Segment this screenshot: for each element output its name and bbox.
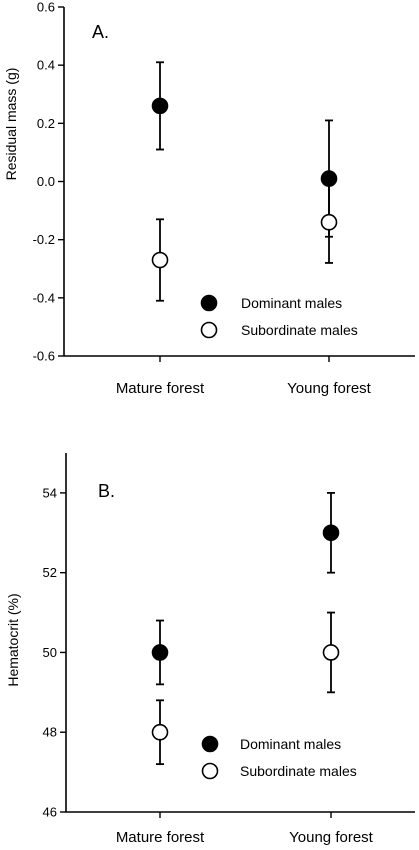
y-tick-label: 0.2 (37, 116, 55, 131)
legend-label-dominant: Dominant males (240, 736, 341, 752)
y-tick-label: 0.6 (37, 0, 55, 15)
data-point-subordinate (151, 251, 169, 269)
y-tick-label: 0.0 (37, 174, 55, 189)
y-tick-label: 0.4 (37, 58, 55, 73)
legend-marker-subordinate (201, 762, 219, 780)
data-point-dominant (151, 97, 169, 115)
legend: Dominant males Subordinate males (201, 735, 357, 780)
legend: Dominant males Subordinate males (200, 294, 358, 339)
panel-a: A. Residual mass (g) 0.6 0.4 0.2 0.0 -0.2 -0.… (3, 0, 415, 397)
y-tick-label: 48 (43, 725, 57, 740)
y-tick-label: 50 (43, 645, 57, 660)
y-ticks: 54 52 50 48 46 Mature forest Young forest (43, 453, 415, 846)
legend-marker-dominant (201, 735, 219, 753)
y-tick-label: 54 (43, 485, 57, 500)
data-point-dominant (151, 644, 169, 661)
y-axis-title: Hematocrit (%) (5, 593, 21, 686)
data-point-dominant (320, 170, 338, 187)
legend-label-dominant: Dominant males (241, 295, 342, 311)
legend-marker-subordinate (200, 321, 218, 339)
data-point-subordinate (320, 213, 338, 231)
data-point-subordinate (322, 644, 340, 661)
x-tick-label: Mature forest (116, 380, 205, 397)
legend-label-subordinate: Subordinate males (240, 763, 357, 779)
y-tick-label: -0.6 (33, 349, 55, 364)
y-axis-title: Residual mass (g) (3, 68, 19, 181)
y-tick-label: 52 (43, 565, 57, 580)
x-tick-label: Mature forest (116, 829, 205, 846)
panel-label: A. (92, 22, 109, 42)
y-tick-label: 46 (43, 805, 57, 820)
x-tick-label: Young forest (287, 380, 372, 397)
y-tick-label: -0.2 (33, 232, 55, 247)
y-ticks: 0.6 0.4 0.2 0.0 -0.2 -0.4 -0.6 Mature forest You… (33, 0, 415, 397)
legend-label-subordinate: Subordinate males (241, 322, 358, 338)
data-marks (151, 491, 340, 766)
y-tick-label: -0.4 (33, 290, 55, 305)
x-tick-label: Young forest (289, 829, 374, 846)
panel-b: B. Hematocrit (%) 54 52 50 48 46 Mature fores… (5, 453, 415, 846)
legend-marker-dominant (200, 294, 218, 312)
data-point-subordinate (151, 723, 169, 741)
data-marks (151, 61, 338, 302)
data-point-dominant (322, 524, 340, 542)
panel-label: B. (98, 481, 115, 501)
